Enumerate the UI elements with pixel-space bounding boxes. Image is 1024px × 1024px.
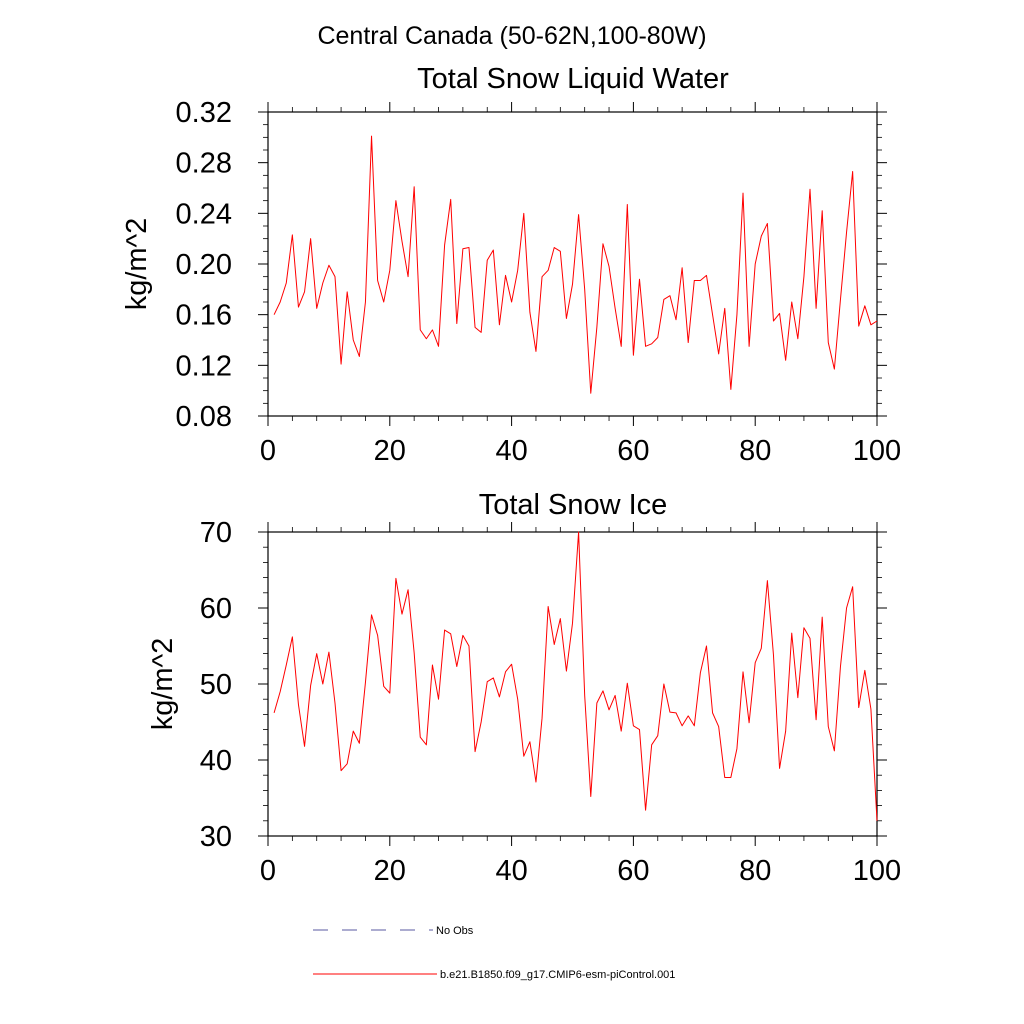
panel-title: Total Snow Ice — [479, 489, 668, 521]
x-tick-label: 0 — [260, 435, 276, 467]
x-tick-label: 0 — [260, 855, 276, 887]
plot-frame — [267, 111, 878, 417]
x-tick-label: 60 — [617, 435, 649, 467]
y-tick-label: 0.20 — [176, 249, 232, 281]
x-tick-label: 100 — [853, 855, 901, 887]
x-tick-label: 40 — [495, 855, 527, 887]
x-tick-label: 80 — [739, 855, 771, 887]
y-tick-label: 0.28 — [176, 148, 232, 180]
x-tick-label: 20 — [374, 435, 406, 467]
series-line — [273, 135, 878, 394]
x-tick-label: 100 — [853, 435, 901, 467]
y-tick-label: 0.08 — [176, 401, 232, 433]
x-tick-label: 20 — [374, 855, 406, 887]
y-tick-label: 0.32 — [176, 97, 232, 129]
panel-snow-liquid-water: Total Snow Liquid Water kg/m^2 0 20 40 60 80… — [121, 63, 901, 467]
y-tick-label: 70 — [200, 517, 232, 549]
legend-label: No Obs — [436, 925, 474, 937]
y-tick-label: 50 — [200, 669, 232, 701]
y-tick-label: 0.24 — [176, 198, 232, 230]
panel-snow-ice: Total Snow Ice kg/m^2 0 20 40 60 80 100 30 40 50… — [147, 489, 901, 887]
x-tick-label: 60 — [617, 855, 649, 887]
x-tick-label: 80 — [739, 435, 771, 467]
legend-label: b.e21.B1850.f09_g17.CMIP6-esm-piControl.… — [440, 969, 675, 981]
legend: No Obs b.e21.B1850.f09_g17.CMIP6-esm-piC… — [313, 925, 675, 981]
legend-entry-no-obs: No Obs — [313, 925, 474, 937]
y-tick-label: 0.12 — [176, 350, 232, 382]
y-axis-label: kg/m^2 — [121, 218, 153, 311]
series-line — [273, 531, 878, 821]
plot-frame — [267, 531, 878, 837]
y-tick-label: 0.16 — [176, 300, 232, 332]
figure-suptitle: Central Canada (50-62N,100-80W) — [317, 22, 706, 50]
x-tick-label: 40 — [495, 435, 527, 467]
y-axis-label: kg/m^2 — [147, 638, 179, 731]
panel-title: Total Snow Liquid Water — [417, 63, 729, 95]
y-tick-label: 60 — [200, 593, 232, 625]
y-tick-label: 30 — [200, 821, 232, 853]
y-tick-label: 40 — [200, 745, 232, 777]
legend-entry-model-run: b.e21.B1850.f09_g17.CMIP6-esm-piControl.… — [313, 969, 675, 981]
